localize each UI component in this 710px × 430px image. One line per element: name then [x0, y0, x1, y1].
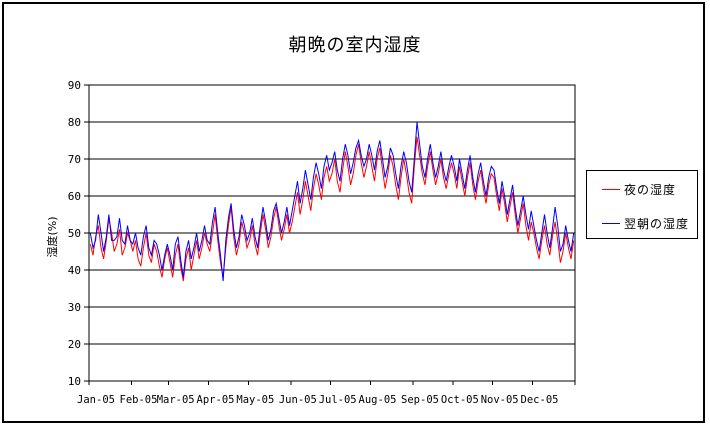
- svg-text:60: 60: [68, 190, 81, 203]
- legend: 夜の湿度 翌朝の湿度: [586, 170, 698, 239]
- svg-text:20: 20: [68, 338, 81, 351]
- svg-text:Jan-05: Jan-05: [77, 394, 115, 406]
- svg-text:80: 80: [68, 116, 81, 129]
- legend-line-morning-icon: [602, 222, 620, 224]
- svg-text:Oct-05: Oct-05: [441, 394, 479, 406]
- svg-text:Apr-05: Apr-05: [197, 394, 235, 406]
- legend-item-morning: 翌朝の湿度: [587, 216, 697, 231]
- legend-item-night: 夜の湿度: [587, 182, 697, 197]
- svg-text:10: 10: [68, 375, 81, 388]
- legend-label-morning: 翌朝の湿度: [624, 216, 690, 231]
- legend-label-night: 夜の湿度: [624, 182, 677, 197]
- svg-text:90: 90: [68, 79, 81, 92]
- svg-text:May-05: May-05: [236, 394, 274, 406]
- svg-text:Mar-05: Mar-05: [157, 394, 195, 406]
- svg-text:70: 70: [68, 153, 81, 166]
- svg-text:Nov-05: Nov-05: [481, 394, 519, 406]
- svg-text:Aug-05: Aug-05: [359, 394, 397, 406]
- svg-text:Feb-05: Feb-05: [120, 394, 158, 406]
- svg-text:Jul-05: Jul-05: [319, 394, 357, 406]
- chart-title: 朝晩の室内湿度: [288, 35, 422, 56]
- svg-text:Dec-05: Dec-05: [521, 394, 559, 406]
- svg-text:Jun-05: Jun-05: [279, 394, 317, 406]
- legend-line-night-icon: [602, 188, 620, 190]
- svg-text:Sep-05: Sep-05: [401, 394, 439, 406]
- svg-text:30: 30: [68, 301, 81, 314]
- svg-text:40: 40: [68, 264, 81, 277]
- svg-text:50: 50: [68, 227, 81, 240]
